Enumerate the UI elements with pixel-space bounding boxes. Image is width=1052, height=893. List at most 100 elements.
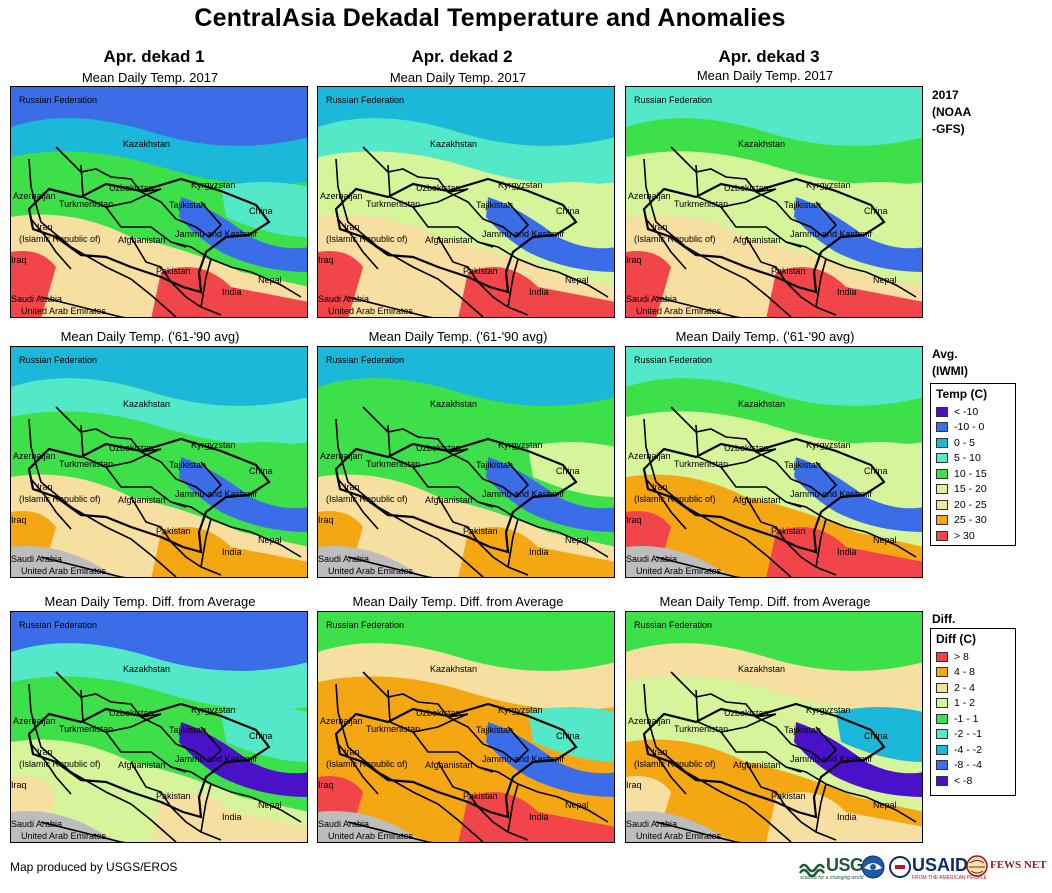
map-label-iran1: Iran — [344, 482, 360, 492]
country-border — [477, 766, 609, 823]
map-label-uae: United Arab Emirates — [636, 831, 722, 841]
map-label-jammu: Jammu and Kashmir — [175, 229, 258, 239]
diff-legend-label: 4 - 8 — [954, 666, 976, 679]
diff-legend-label: -4 - -2 — [954, 743, 983, 756]
country-border — [477, 501, 609, 558]
diff-legend-swatch — [936, 698, 948, 709]
map-label-iran1: Iran — [37, 482, 53, 492]
country-border — [80, 164, 162, 208]
map-label-nepal: Nepal — [873, 800, 897, 810]
map-label-afghanistan: Afghanistan — [733, 760, 781, 770]
zone-hot — [151, 527, 307, 577]
map-label-russia: Russian Federation — [326, 95, 404, 105]
diff-legend-swatch — [936, 667, 948, 678]
map-label-iran2: (Islamic Republic of) — [19, 234, 101, 244]
map-canvas: Russian Federation Kazakhstan Uzbekistan Ky… — [626, 347, 922, 577]
country-outline — [642, 177, 886, 294]
map-canvas: Russian Federation Kazakhstan Uzbekistan Ky… — [318, 612, 614, 842]
map-label-uzbekistan: Uzbekistan — [416, 708, 461, 718]
temp-legend: Temp (C) < -10 -10 - 0 0 - 5 5 - 10 10 - 15 1… — [930, 383, 1016, 546]
map-label-russia: Russian Federation — [634, 95, 712, 105]
map-label-jammu: Jammu and Kashmir — [790, 229, 873, 239]
zone-china — [836, 442, 922, 497]
country-border — [30, 218, 72, 270]
map-label-tajikistan: Tajikistan — [784, 725, 821, 735]
diff-legend-label: -2 - -1 — [954, 728, 983, 741]
map-label-azerbaijan: Azerbaijan — [628, 451, 671, 461]
usaid-seal — [889, 855, 911, 884]
map-label-uae: United Arab Emirates — [21, 831, 107, 841]
map-label-azerbaijan: Azerbaijan — [320, 716, 363, 726]
country-border — [645, 478, 687, 530]
row3-label-diff: Diff. — [932, 612, 956, 626]
map-label-nepal: Nepal — [565, 800, 589, 810]
map-label-nepal: Nepal — [565, 535, 589, 545]
row3-side-label: Diff. — [932, 611, 955, 628]
map-label-afghanistan: Afghanistan — [118, 495, 166, 505]
map-label-china: China — [249, 206, 273, 216]
temp-legend-swatch — [936, 468, 948, 479]
map-label-china: China — [249, 466, 273, 476]
map-label-kyrgyzstan: Kyrgyzstan — [498, 180, 543, 190]
country-outline — [642, 437, 886, 554]
map-label-afghanistan: Afghanistan — [425, 495, 473, 505]
map-label-jammu: Jammu and Kashmir — [482, 754, 565, 764]
country-border — [140, 451, 223, 499]
country-border — [815, 783, 827, 833]
temp-legend-swatch — [936, 437, 948, 448]
country-border — [387, 424, 469, 468]
diff-legend-swatch — [936, 682, 948, 693]
country-border — [447, 191, 530, 239]
map-label-jammu: Jammu and Kashmir — [482, 489, 565, 499]
map-label-afghanistan: Afghanistan — [118, 235, 166, 245]
map-label-azerbaijan: Azerbaijan — [13, 451, 56, 461]
row1-label-year: 2017 — [932, 88, 959, 102]
column-heading-1: Apr. dekad 1 — [103, 47, 205, 66]
map-label-turkmenistan: Turkmenistan — [366, 199, 420, 209]
map-label-tajikistan: Tajikistan — [476, 200, 513, 210]
country-border — [755, 451, 838, 499]
map-label-iran2: (Islamic Republic of) — [634, 759, 716, 769]
map-label-turkmenistan: Turkmenistan — [674, 724, 728, 734]
map-label-turkmenistan: Turkmenistan — [366, 724, 420, 734]
country-border — [80, 689, 162, 733]
temp-legend-item: < -10 — [936, 404, 1010, 420]
country-border — [785, 766, 917, 823]
zone-southwest — [318, 251, 363, 317]
map-label-iran1: Iran — [344, 222, 360, 232]
map-label-kyrgyzstan: Kyrgyzstan — [191, 440, 236, 450]
map-label-kyrgyzstan: Kyrgyzstan — [806, 440, 851, 450]
country-border — [477, 241, 609, 298]
map-credit: Map produced by USGS/EROS — [10, 860, 178, 874]
temp-legend-item: 20 - 25 — [936, 497, 1010, 513]
map-label-kazakhstan: Kazakhstan — [123, 664, 170, 674]
zone-southwest — [11, 251, 56, 317]
row1-side-label: 2017 (NOAA -GFS) — [932, 87, 971, 138]
map-label-iran2: (Islamic Republic of) — [19, 759, 101, 769]
map-panel-r3-c1: Russian Federation Kazakhstan Uzbekistan Ky… — [10, 611, 308, 843]
zone-hot — [766, 792, 922, 842]
map-label-uae: United Arab Emirates — [21, 306, 107, 316]
map-label-china: China — [249, 731, 273, 741]
map-label-azerbaijan: Azerbaijan — [628, 716, 671, 726]
caption-r1-c1: Mean Daily Temp. 2017 — [81, 70, 219, 85]
country-border — [645, 218, 687, 270]
country-border — [347, 296, 433, 317]
map-label-turkmenistan: Turkmenistan — [59, 459, 113, 469]
map-label-kyrgyzstan: Kyrgyzstan — [498, 440, 543, 450]
country-border — [695, 164, 777, 208]
map-label-iraq: Iraq — [318, 515, 334, 525]
map-label-nepal: Nepal — [873, 535, 897, 545]
map-label-saudi: Saudi Arabia — [626, 554, 677, 564]
map-label-nepal: Nepal — [258, 535, 282, 545]
caption-r2-c2: Mean Daily Temp. ('61-'90 avg) — [368, 329, 548, 344]
usaid-seal-mark — [889, 856, 911, 878]
diff-legend-item: < -8 — [936, 773, 1010, 789]
zone-china — [221, 442, 307, 497]
map-label-pakistan: Pakistan — [156, 791, 191, 801]
country-border — [200, 258, 212, 308]
country-border — [28, 683, 177, 842]
map-label-kyrgyzstan: Kyrgyzstan — [191, 180, 236, 190]
map-label-jammu: Jammu and Kashmir — [790, 489, 873, 499]
country-outline — [334, 437, 578, 554]
